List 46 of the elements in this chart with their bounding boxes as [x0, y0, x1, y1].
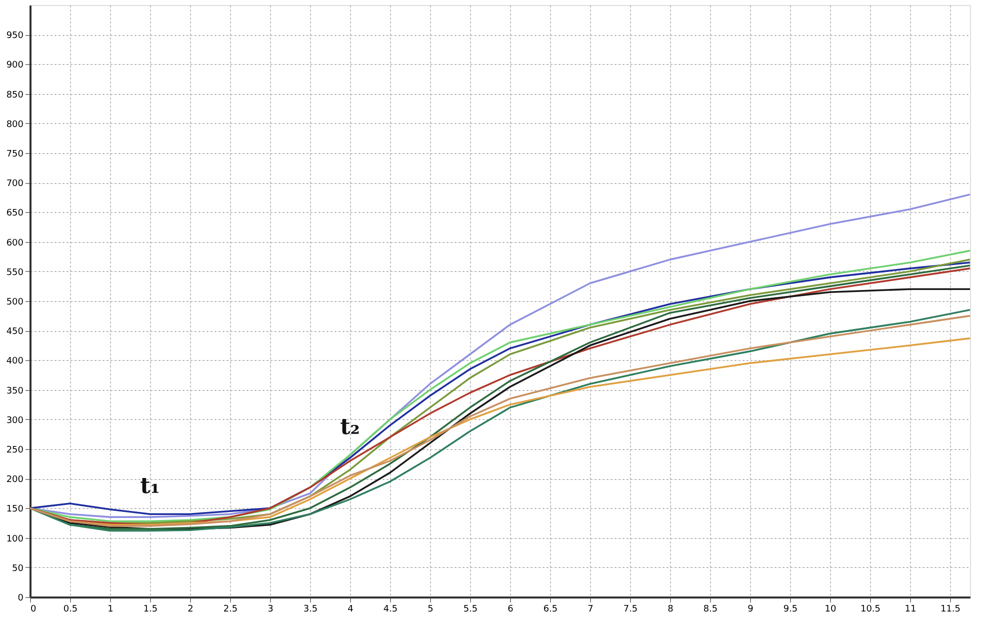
x-tick-label: 2 — [188, 604, 194, 614]
x-tick-label: 5.5 — [463, 604, 478, 614]
x-tick-label: 11 — [904, 604, 916, 614]
annotation: t₁ — [140, 473, 160, 500]
x-tick-label: 6 — [508, 604, 514, 614]
x-tick-label: 2.5 — [223, 604, 238, 614]
y-tick-label: 650 — [6, 208, 24, 219]
y-tick-label: 900 — [6, 60, 24, 71]
y-tick-label: 850 — [6, 90, 24, 100]
x-tick-label: 8 — [668, 604, 674, 614]
y-tick-label: 250 — [6, 446, 24, 456]
x-tick-label: 7.5 — [623, 604, 638, 614]
x-tick-label: 9.5 — [783, 604, 798, 614]
x-tick-label: 5 — [428, 604, 434, 614]
x-tick-label: 10 — [824, 604, 836, 614]
x-tick-label: 1.5 — [143, 604, 158, 614]
x-tick-label: 0 — [30, 604, 36, 614]
y-tick-label: 0 — [18, 594, 24, 604]
y-tick-label: 300 — [6, 416, 24, 426]
annotation: t₂ — [340, 414, 360, 440]
x-tick-label: 3.5 — [303, 604, 318, 614]
x-tick-label: 4 — [348, 604, 354, 614]
y-tick-label: 200 — [6, 475, 24, 486]
y-tick-label: 350 — [6, 386, 24, 396]
y-tick-label: 100 — [6, 534, 24, 544]
y-tick-label: 700 — [6, 179, 24, 190]
y-tick-label: 550 — [6, 268, 24, 278]
y-tick-label: 50 — [12, 564, 24, 574]
x-tick-label: 9 — [748, 604, 754, 614]
x-tick-label: 7 — [588, 604, 594, 614]
x-tick-label: 3 — [268, 604, 274, 614]
x-tick-label: 0.5 — [63, 604, 78, 614]
y-tick-label: 400 — [6, 356, 24, 367]
x-tick-label: 6.5 — [543, 604, 558, 614]
x-tick-label: 1 — [108, 604, 114, 614]
y-tick-label: 750 — [6, 150, 24, 160]
y-tick-label: 600 — [6, 238, 24, 248]
x-tick-label: 4.5 — [383, 604, 398, 614]
y-tick-label: 150 — [6, 504, 24, 515]
y-tick-label: 450 — [6, 327, 24, 338]
x-tick-label: 10.5 — [860, 604, 881, 614]
y-tick-label: 950 — [6, 31, 24, 42]
y-tick-label: 800 — [6, 120, 24, 130]
x-tick-label: 8.5 — [703, 604, 718, 614]
x-tick-label: 11.5 — [940, 604, 961, 614]
y-tick-label: 500 — [6, 298, 24, 308]
